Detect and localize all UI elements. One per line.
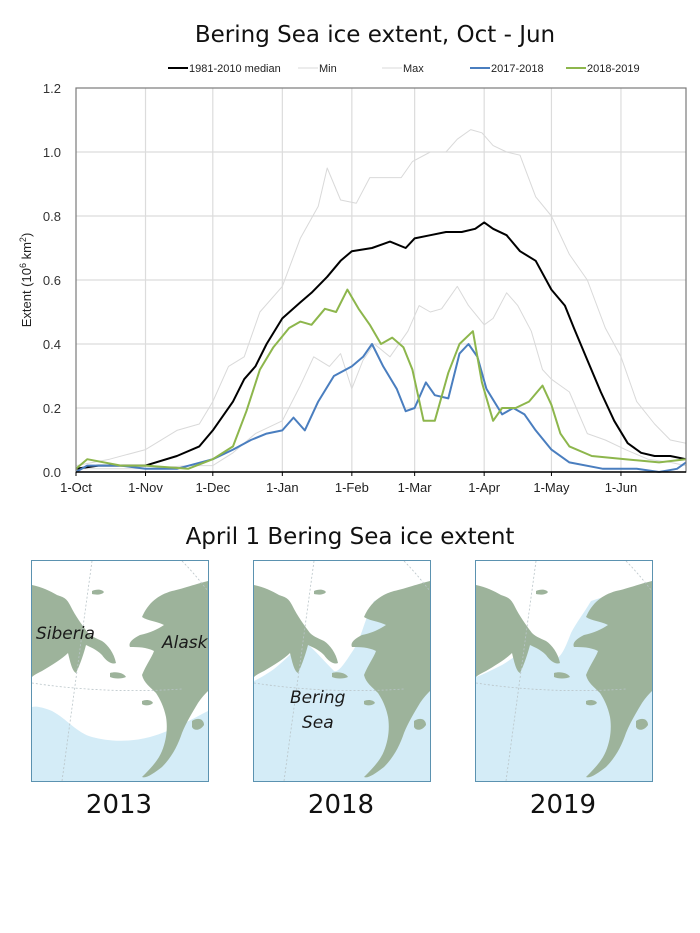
series-line-y2017_2018	[75, 343, 687, 473]
series-line-min	[76, 285, 687, 470]
land-shape	[636, 718, 648, 730]
series-line-max	[75, 129, 687, 467]
land-shape	[314, 589, 326, 595]
maps-title: April 1 Bering Sea ice extent	[185, 524, 515, 550]
land-shape	[129, 581, 208, 778]
year-2013: 2013	[85, 790, 153, 820]
y-tick-label: 0.4	[43, 337, 61, 352]
label-sea: Sea	[302, 713, 334, 733]
x-tick-label: 1-Nov	[128, 480, 163, 495]
legend-label-y2017_2018: 2017-2018	[491, 63, 544, 75]
x-tick-label: 1-Mar	[398, 480, 433, 495]
y-tick-label: 0.2	[43, 401, 61, 416]
gridlines	[76, 88, 686, 472]
legend: 1981-2010 median Min Max 2017-2018 2018-2019	[168, 63, 640, 75]
map-2013: Siberia Alaska	[31, 560, 209, 782]
x-tick-label: 1-Apr	[468, 480, 500, 495]
land-shape	[536, 589, 548, 595]
land-shape	[414, 718, 426, 730]
chart-title: Bering Sea ice extent, Oct - Jun	[194, 22, 556, 48]
land-shape	[586, 699, 597, 706]
land-shape	[351, 581, 430, 778]
x-tick-label: 1-May	[533, 480, 570, 495]
land-masses	[254, 561, 430, 781]
map-2019	[475, 560, 653, 782]
land-shape	[32, 585, 116, 677]
legend-label-y2018_2019: 2018-2019	[587, 63, 640, 75]
ice-extent-chart: 1981-2010 median Min Max 2017-2018 2018-2019…	[18, 63, 687, 495]
legend-label-max: Max	[403, 63, 424, 75]
label-bering: Bering	[290, 688, 346, 708]
y-tick-labels: 0.0 0.2 0.4 0.6 0.8 1.0 1.2	[43, 81, 61, 480]
y-tick-label: 0.8	[43, 209, 61, 224]
map-graphic-2019	[476, 561, 652, 781]
legend-label-median: 1981-2010 median	[189, 63, 281, 75]
year-2018: 2018	[307, 790, 375, 820]
x-tick-labels: 1-Oct 1-Nov 1-Dec 1-Jan 1-Feb 1-Mar 1-Apr 1-May…	[60, 472, 637, 495]
year-2019: 2019	[529, 790, 597, 820]
y-tick-label: 1.0	[43, 145, 61, 160]
y-axis-label: Extent (106 km2)	[18, 233, 34, 328]
graticule-lines	[476, 561, 652, 781]
y-tick-label: 1.2	[43, 81, 61, 96]
land-shape	[142, 699, 153, 706]
x-tick-label: 1-Dec	[195, 480, 230, 495]
land-shape	[573, 581, 652, 778]
graticule-lines	[254, 561, 430, 781]
land-shape	[254, 585, 338, 677]
y-tick-label: 0.6	[43, 273, 61, 288]
x-tick-label: 1-Oct	[60, 480, 92, 495]
map-2018: Bering Sea	[253, 560, 431, 782]
y-tick-label: 0.0	[43, 465, 61, 480]
map-graphic-2013	[32, 561, 208, 781]
map-graphic-2018	[254, 561, 430, 781]
series-line-y2018_2019	[75, 288, 687, 470]
land-shape	[554, 672, 570, 679]
legend-label-min: Min	[319, 63, 337, 75]
land-shape	[332, 672, 348, 679]
land-shape	[476, 585, 560, 677]
label-siberia: Siberia	[36, 624, 95, 644]
land-masses	[476, 561, 652, 781]
x-tick-label: 1-Jun	[605, 480, 638, 495]
x-tick-label: 1-Feb	[335, 480, 369, 495]
sea-ice	[254, 561, 430, 681]
series-line-median	[75, 221, 687, 470]
graticule-lines	[32, 561, 208, 781]
land-shape	[92, 589, 104, 595]
series-lines	[75, 129, 687, 473]
land-shape	[364, 699, 375, 706]
land-shape	[192, 718, 204, 730]
label-alaska: Alaska	[162, 633, 208, 653]
land-shape	[110, 672, 126, 679]
x-tick-label: 1-Jan	[266, 480, 299, 495]
land-masses	[32, 561, 208, 781]
